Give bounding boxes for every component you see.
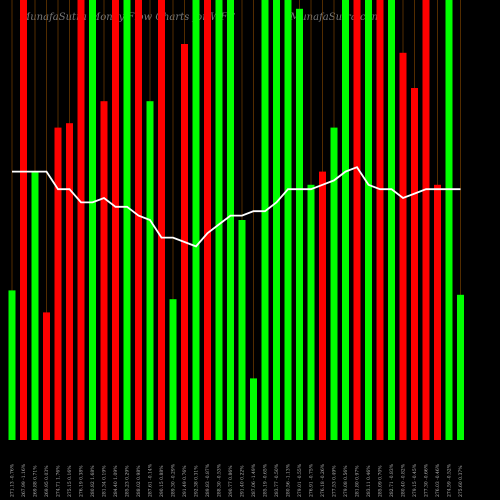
- bar: [227, 0, 234, 440]
- x-tick-label: 280.82 1.68%: [90, 465, 96, 497]
- x-tick-label: 288.02 0.98%: [136, 465, 142, 497]
- x-tick-label: 274.59 -0.52%: [447, 463, 453, 497]
- bar: [66, 123, 73, 440]
- x-tick-label: 279.01 -0.55%: [297, 463, 303, 497]
- bar: [273, 0, 280, 440]
- x-tick-label: 289.83 -0.87%: [205, 463, 211, 497]
- bar: [342, 0, 349, 440]
- x-tick-label: 290.15 0.88%: [159, 465, 165, 497]
- bar: [330, 127, 338, 440]
- x-tick-label: 269.88 0.71%: [33, 465, 39, 497]
- x-tick-label: 279.15 -0.45%: [412, 463, 418, 497]
- x-tick-label: 288.30 -0.53%: [217, 463, 223, 497]
- x-tick-label: 287.06 -1.49%: [251, 463, 257, 497]
- bar: [422, 0, 430, 440]
- bar: [54, 127, 62, 440]
- bar: [411, 88, 418, 440]
- x-tick-label: 285.09 0.70%: [378, 465, 384, 497]
- bar: [77, 0, 85, 440]
- bar: [365, 0, 372, 440]
- bar: [238, 220, 246, 440]
- flow-line: [12, 166, 461, 248]
- bar: [388, 0, 395, 440]
- bar: [31, 171, 39, 440]
- bar: [192, 0, 200, 440]
- x-tick-label: 283.11 0.46%: [366, 465, 372, 497]
- bar: [169, 299, 177, 440]
- x-tick-label: 289.30 -0.29%: [171, 463, 177, 497]
- x-tick-label: 285.23 0.29%: [125, 465, 131, 497]
- bar: [43, 312, 50, 440]
- bar: [250, 378, 257, 440]
- bar: [123, 0, 131, 440]
- x-tick-label: 281.34 0.19%: [102, 465, 108, 497]
- x-tick-label: 267.99 -1.16%: [21, 463, 27, 497]
- x-tick-label: 280.40 -0.82%: [401, 463, 407, 497]
- bar: [445, 0, 453, 440]
- x-tick-label: 280.56 -1.13%: [286, 463, 292, 497]
- bar: [261, 0, 269, 440]
- x-tick-label: 277.53 0.49%: [332, 465, 338, 497]
- x-tick-label: 291.49 0.76%: [182, 465, 188, 497]
- bar: [399, 52, 407, 441]
- x-tick-label: 271.13 -0.76%: [10, 463, 16, 497]
- bar: [307, 184, 315, 440]
- bar: [296, 8, 303, 441]
- x-tick-label: 277.30 -0.66%: [424, 463, 430, 497]
- x-tick-label: 275.15 0.16%: [67, 465, 73, 497]
- x-tick-label: 276.03 -0.46%: [435, 463, 441, 497]
- x-tick-label: 269.95 0.03%: [44, 465, 50, 497]
- x-tick-label: 281.80 0.97%: [355, 465, 361, 497]
- x-tick-label: 276.18 -0.26%: [320, 463, 326, 497]
- x-tick-label: 279.08 0.56%: [343, 465, 349, 497]
- bar: [376, 0, 384, 440]
- bar: [353, 0, 361, 440]
- bar: [284, 0, 292, 440]
- x-tick-label: 283.77 -0.50%: [274, 463, 280, 497]
- x-tick-label: 284.40 1.09%: [113, 465, 119, 497]
- x-tick-label: 282.71 -0.83%: [389, 463, 395, 497]
- bar: [204, 0, 211, 440]
- bar: [20, 0, 27, 440]
- bar: [158, 0, 165, 440]
- x-tick-label: 287.61 -0.14%: [148, 463, 154, 497]
- bar: [457, 294, 464, 440]
- x-tick-label: 291.40 0.22%: [240, 465, 246, 497]
- bar: [89, 0, 96, 440]
- bar: [319, 171, 326, 440]
- x-tick-label: 276.91 -0.75%: [309, 463, 315, 497]
- bar: [215, 0, 223, 440]
- bar: [100, 101, 108, 440]
- x-tick-label: 290.77 0.86%: [228, 465, 234, 497]
- x-tick-label: 275.60 0.37%: [458, 465, 464, 497]
- x-tick-label: 285.19 -0.65%: [263, 463, 269, 497]
- bar: [135, 0, 142, 440]
- bar: [434, 184, 441, 440]
- x-tick-label: 276.19 0.38%: [79, 465, 85, 497]
- x-tick-label: 274.71 1.76%: [56, 465, 62, 497]
- x-tick-label: 292.38 0.31%: [194, 465, 200, 497]
- bar: [112, 0, 119, 440]
- chart-subtitle: MunafaSutra.com: [289, 12, 381, 23]
- bar: [8, 290, 16, 440]
- bar: [146, 101, 154, 440]
